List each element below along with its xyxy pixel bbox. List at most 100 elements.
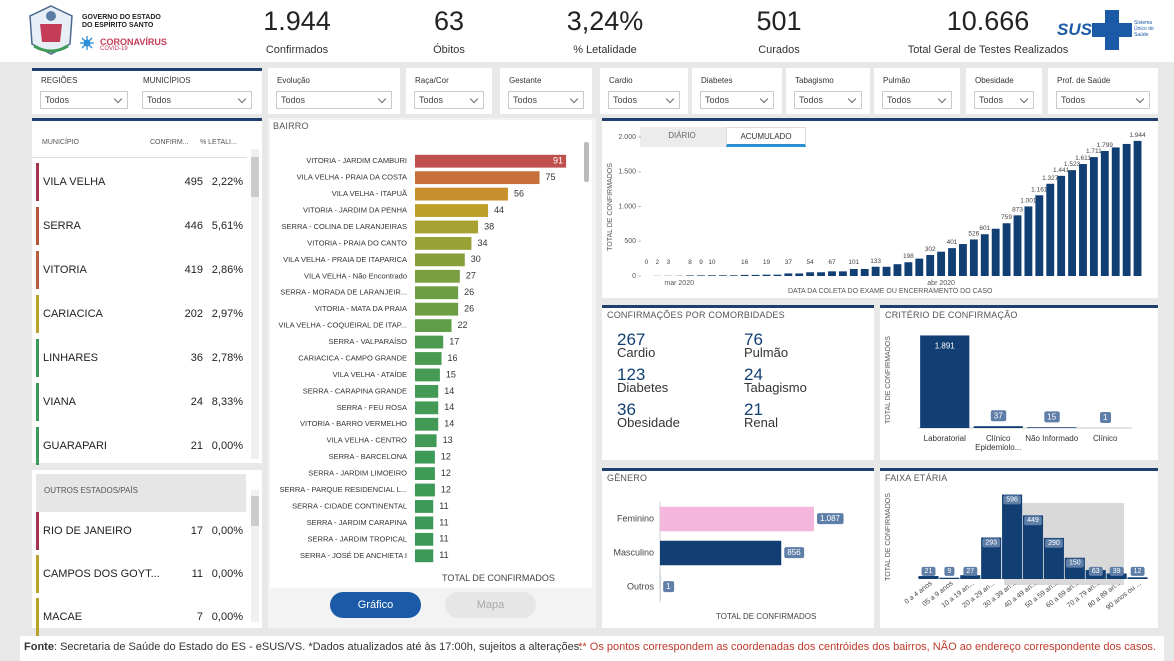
row-name: CAMPOS DOS GOYT... [43, 568, 160, 580]
row-name: GUARAPARI [43, 440, 107, 452]
filter-dropdown[interactable]: Todos [882, 91, 952, 109]
scrollbar [584, 142, 589, 182]
category-label: Clínico [1093, 434, 1118, 443]
footer-note: ** Os pontos correspondem as coordenadas… [578, 641, 1156, 653]
table-row: CARIACICA 202 2,97% [32, 295, 247, 333]
row-confirmados: 36 [190, 352, 203, 364]
row-stripe [36, 512, 39, 550]
comorbidity-value: 36 [617, 400, 636, 419]
row-confirmados: 21 [190, 440, 203, 452]
row-stripe [36, 427, 39, 465]
row-confirmados: 419 [184, 264, 203, 276]
hover-overlay [1004, 503, 1124, 585]
filter-dropdown[interactable]: Todos [794, 91, 862, 109]
header: GOVERNO DO ESTADO DO ESPÍRITO SANTO CORO… [0, 0, 1174, 62]
row-letalidade: 0,00% [211, 440, 243, 452]
panel-title: GÊNERO [607, 473, 648, 483]
row-stripe [36, 383, 39, 421]
row-name: CARIACICA [43, 308, 103, 320]
brand: CORONAVÍRUS [100, 37, 167, 47]
org-line1: GOVERNO DO ESTADO [82, 14, 161, 21]
filter-dropdown[interactable]: Todos [1056, 91, 1150, 109]
filter-dropdown[interactable]: Todos [142, 91, 252, 109]
scrollbar [251, 490, 259, 622]
kpi-label: Total Geral de Testes Realizados [907, 44, 1069, 56]
row-stripe [36, 295, 39, 333]
filter-dropdown[interactable]: Todos [608, 91, 680, 109]
filter-dropdown[interactable]: Todos [40, 91, 128, 109]
row-stripe [36, 163, 39, 201]
comorbidity-value: 123 [617, 365, 646, 384]
sus-cross [1092, 10, 1132, 50]
table-row: LINHARES 36 2,78% [32, 339, 247, 377]
column-header: CONFIRM... [150, 139, 189, 146]
category-label: Clínico Epidemiolo... [975, 434, 1022, 452]
row-stripe [36, 598, 39, 636]
table-row: VILA VELHA 495 2,22% [32, 163, 247, 201]
row-letalidade: 5,61% [211, 220, 243, 232]
category-label: Laboratorial [923, 434, 966, 443]
table-row: GUARAPARI 21 0,00% [32, 427, 247, 465]
comorbidity-label: Cardio [617, 345, 656, 360]
x-axis-title: DATA DA COLETA DO EXAME OU ENCERRAMENTO … [788, 288, 993, 295]
kpi-value: 501 [756, 6, 802, 36]
row-confirmados: 446 [184, 220, 203, 232]
kpi-value: 10.666 [946, 6, 1030, 36]
x-axis-title: TOTAL DE CONFIRMADOS [716, 612, 817, 621]
category-label: Não Informado [1025, 434, 1079, 443]
source-text: : Secretaria de Saúde do Estado do ES - … [53, 641, 583, 653]
row-confirmados: 24 [190, 396, 203, 408]
panel-title: BAIRRO [273, 121, 309, 131]
comorbidity-label: Tabagismo [744, 380, 807, 395]
column-header: % LETALI... [200, 139, 237, 146]
filter-dropdown[interactable]: Todos [974, 91, 1034, 109]
filter-label: Prof. de Saúde [1057, 76, 1111, 85]
filter-label: Tabagismo [795, 76, 834, 85]
table-row: CAMPOS DOS GOYT... 11 0,00% [32, 555, 247, 593]
filter-label: Raça/Cor [415, 76, 449, 85]
panel-title: CONFIRMAÇÕES POR COMORBIDADES [607, 310, 785, 320]
mapa-button[interactable]: Mapa [445, 592, 536, 618]
brand-sub: COVID-19 [100, 46, 128, 52]
row-letalidade: 0,00% [211, 568, 243, 580]
row-confirmados: 17 [190, 525, 203, 537]
filter-label: Cardio [609, 76, 633, 85]
table-row: RIO DE JANEIRO 17 0,00% [32, 512, 247, 550]
comorbidity-value: 24 [744, 365, 763, 384]
row-letalidade: 2,22% [211, 176, 243, 188]
table-row: VITORIA 419 2,86% [32, 251, 247, 289]
tab-acumulado[interactable]: ACUMULADO [726, 127, 806, 147]
row-name: VIANA [43, 396, 77, 408]
panel-title: FAIXA ETÁRIA [885, 473, 948, 483]
row-letalidade: 0,00% [211, 525, 243, 537]
row-letalidade: 0,00% [211, 611, 243, 623]
row-name: VITORIA [43, 264, 87, 276]
footer: Fonte: Secretaria de Saúde do Estado do … [20, 636, 1164, 661]
grafico-button[interactable]: Gráfico [330, 592, 421, 618]
column-header: MUNICÍPIO [42, 139, 79, 146]
outros-table: OUTROS ESTADOS/PAÍS RIO DE JANEIRO 17 0,00… [32, 470, 262, 636]
comorbidity-label: Renal [744, 415, 778, 430]
row-letalidade: 2,97% [211, 308, 243, 320]
row-name: VILA VELHA [43, 176, 106, 188]
comorbidity-value: 267 [617, 330, 646, 349]
filter-dropdown[interactable]: Todos [700, 91, 774, 109]
kpi-label: Curados [758, 44, 800, 56]
row-confirmados: 7 [196, 611, 203, 623]
scrollbar [251, 149, 259, 459]
row-letalidade: 8,33% [211, 396, 243, 408]
kpi-value: 3,24% [566, 6, 644, 36]
comorbidades-panel: CONFIRMAÇÕES POR COMORBIDADES [602, 305, 874, 460]
virus-icon [80, 36, 94, 50]
table-row: SERRA 446 5,61% [32, 207, 247, 245]
table-row: VIANA 24 8,33% [32, 383, 247, 421]
filter-dropdown[interactable]: Todos [414, 91, 484, 109]
filter-dropdown[interactable]: Todos [508, 91, 584, 109]
tab-diario[interactable]: DIÁRIO [668, 131, 696, 140]
state-emblem [29, 5, 73, 55]
comorbidity-label: Obesidade [617, 415, 680, 430]
filter-dropdown[interactable]: Todos [276, 91, 392, 109]
comorbidity-label: Diabetes [617, 380, 669, 395]
row-stripe [36, 339, 39, 377]
